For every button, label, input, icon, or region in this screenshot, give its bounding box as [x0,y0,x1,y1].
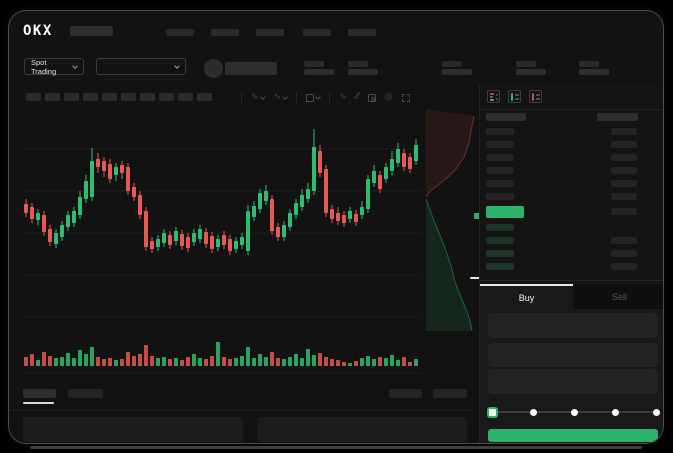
stat-value [579,69,609,75]
book-price-header [486,113,526,121]
interval-button[interactable] [83,93,98,101]
slider-dot[interactable] [652,408,660,416]
bottom-tab[interactable] [68,389,103,398]
pair-name-placeholder [225,62,277,75]
interval-button[interactable] [102,93,117,101]
bottom-tab-active[interactable] [23,389,56,398]
ask-price-row[interactable] [486,193,514,200]
last-amount-bar [611,208,637,215]
sell-tab[interactable]: Sell [611,291,627,302]
market-type-label: Spot Trading [31,57,57,76]
buy-submit-button[interactable] [488,429,658,442]
amount-field[interactable] [488,343,658,367]
book-bids-only-icon[interactable] [508,90,521,103]
stat-label [348,61,368,67]
interval-button[interactable] [178,93,193,101]
ask-amount-bar [611,167,637,174]
chevron-down-icon [72,62,78,69]
book-asks-only-icon[interactable] [529,90,542,103]
last-price-badge[interactable] [486,206,524,218]
interval-button[interactable] [26,93,41,101]
indicators-icon[interactable] [306,93,321,102]
side-tabs: Buy Sell [480,284,663,309]
ask-amount-bar [611,141,637,148]
nav-item[interactable] [348,29,376,36]
ask-price-row[interactable] [486,154,514,161]
interval-button[interactable] [121,93,136,101]
chart-style-icon[interactable]: ∿ [274,91,288,104]
market-type-dropdown[interactable]: Spot Trading [24,57,84,76]
settings-icon[interactable]: ◎ [384,92,393,102]
bottom-action[interactable] [389,389,422,398]
book-amount-header [597,113,638,121]
stat-label [579,61,599,67]
nav-item[interactable] [256,29,284,36]
depth-chart [426,109,475,331]
price-field[interactable] [488,313,658,338]
slider-dot[interactable] [570,408,578,416]
ask-amount-bar [611,180,637,187]
bottom-panel [23,417,243,442]
stat-value [516,69,546,75]
pair-search-dropdown[interactable] [96,58,186,75]
line-tool-icon[interactable]: ∿ [339,92,347,102]
fullscreen-icon[interactable] [401,93,410,102]
ask-amount-bar [611,193,637,200]
stat-label [516,61,536,67]
okx-logo[interactable]: OKX [23,23,53,39]
ask-amount-bar [611,128,637,135]
last-price-tick [474,213,482,219]
stat-label [304,61,324,67]
bid-amount-bar [611,237,637,244]
bid-amount-bar [611,250,637,257]
ask-price-row[interactable] [486,180,514,187]
book-combined-icon[interactable] [487,90,500,103]
active-tab-underline [23,402,54,404]
interval-button[interactable] [197,93,212,101]
bid-price-row[interactable] [486,237,514,244]
price-chart[interactable] [21,116,421,386]
slider-handle[interactable] [486,406,498,418]
ask-price-row[interactable] [486,141,514,148]
slider-dot[interactable] [529,408,537,416]
bid-price-row[interactable] [486,224,514,231]
nav-item[interactable] [211,29,239,36]
interval-button[interactable] [159,93,174,101]
chart-toolbar: ∿ ∿ ∿ ⁄⁄ ◎ [241,91,410,104]
app-window: OKX Spot Trading ∿ ∿ ∿ ⁄⁄ ◎ [8,10,664,444]
stat-label [442,61,462,67]
nav-title-placeholder [70,26,113,36]
order-form [480,309,663,443]
total-field[interactable] [488,369,658,394]
stat-value [442,69,472,75]
coin-avatar [204,59,223,78]
ask-price-row[interactable] [486,167,514,174]
stat-value [304,69,334,75]
chevron-down-icon [174,62,180,69]
device-bezel [30,446,642,449]
bottom-action[interactable] [433,389,467,398]
interval-button[interactable] [64,93,79,101]
ask-amount-bar [611,154,637,161]
chart-type-icon[interactable]: ∿ [251,91,266,104]
bottom-panel [258,417,467,442]
nav-item[interactable] [166,29,194,36]
bid-amount-bar [611,263,637,270]
ask-price-row[interactable] [486,128,514,135]
slider-dot[interactable] [611,408,619,416]
camera-icon[interactable] [367,93,376,102]
bid-price-row[interactable] [486,250,514,257]
buy-tab[interactable]: Buy [480,284,573,309]
bid-price-row[interactable] [486,263,514,270]
nav-item[interactable] [303,29,331,36]
stat-value [348,69,378,75]
price-marker-line [470,277,483,279]
draw-tool-icon[interactable]: ⁄⁄ [355,92,359,102]
interval-button[interactable] [45,93,60,101]
trade-panel: Buy Sell [479,84,663,443]
interval-button[interactable] [140,93,155,101]
